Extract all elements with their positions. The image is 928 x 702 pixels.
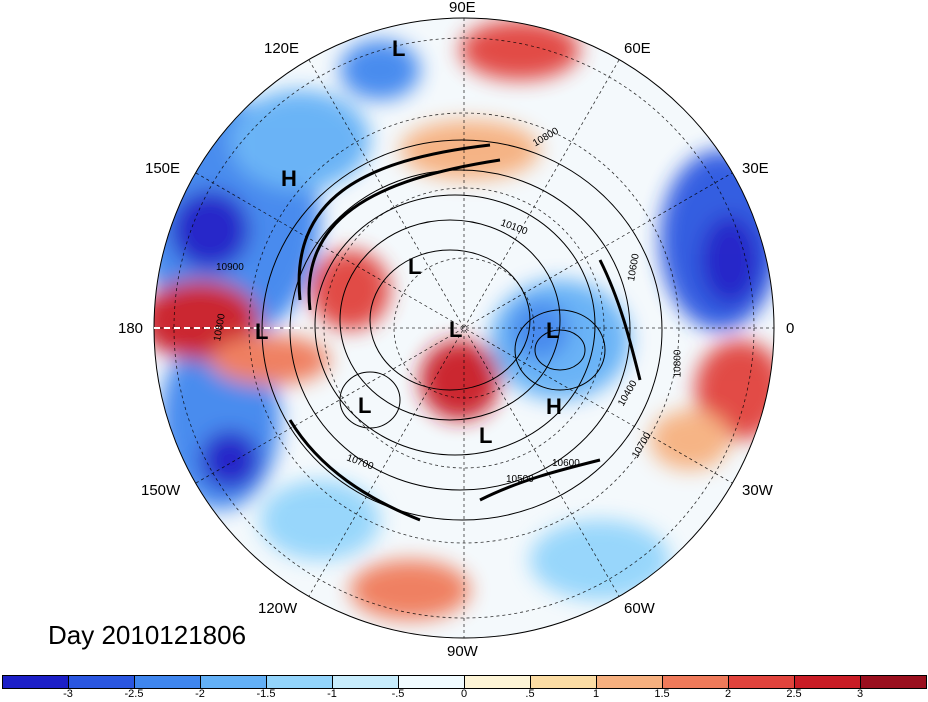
colorbar-tick-label: -.5 (391, 688, 405, 700)
lon-label-180: 180 (118, 320, 144, 337)
colorbar-tick-label: 1 (592, 688, 600, 700)
contour-label: 10900 (216, 262, 244, 273)
lon-label-120w: 120W (258, 600, 298, 617)
contour-label: 10500 (506, 474, 534, 485)
colorbar-tick-label: -2 (195, 688, 205, 700)
pressure-low-marker: L (358, 393, 372, 418)
colorbar-tick-label: -3 (63, 688, 73, 700)
lon-label-150e: 150E (145, 160, 181, 177)
colorbar-tick-label: 2.5 (786, 688, 802, 700)
colorbar-swatch (530, 675, 597, 689)
colorbar-tick-label: 2 (724, 688, 732, 700)
colorbar-swatch (596, 675, 663, 689)
lon-label-60w: 60W (624, 600, 655, 617)
lon-label-30w: 30W (742, 482, 773, 499)
colorbar-tick-label: -1 (327, 688, 337, 700)
colorbar-swatch (794, 675, 861, 689)
lon-label-120e: 120E (264, 40, 300, 57)
anomaly-field (154, 18, 774, 638)
pressure-low-marker: L (546, 318, 560, 343)
colorbar-swatch (266, 675, 333, 689)
pressure-low-marker: L (479, 423, 493, 448)
colorbar-swatch (2, 675, 69, 689)
pressure-low-marker: L (408, 254, 422, 279)
colorbar-tick-label: 1.5 (654, 688, 670, 700)
contour-label: 10600 (552, 458, 580, 469)
lon-label-0: 0 (786, 320, 795, 337)
lon-label-150w: 150W (141, 482, 181, 499)
pressure-high-marker: H (281, 166, 297, 191)
colorbar-swatch (134, 675, 201, 689)
pressure-low-marker: L (392, 36, 406, 61)
colorbar-tick-label: -2.5 (124, 688, 144, 700)
colorbar-swatch (860, 675, 927, 689)
colorbar-tick-label: 0 (460, 688, 468, 700)
colorbar-tick-label: -1.5 (256, 688, 276, 700)
contour-label: 10800 (672, 349, 684, 378)
map-title: Day 2010121806 (48, 620, 247, 650)
colorbar-tick-label: .5 (525, 688, 535, 700)
colorbar-swatch (464, 675, 531, 689)
pressure-high-marker: H (546, 394, 562, 419)
pressure-low-marker: L (449, 317, 463, 342)
lon-label-90w: 90W (447, 643, 478, 660)
colorbar-swatch (332, 675, 399, 689)
colorbar-swatch (662, 675, 729, 689)
colorbar-swatch (68, 675, 135, 689)
lon-label-60e: 60E (624, 40, 651, 57)
colorbar-tick-label: 3 (856, 688, 864, 700)
colorbar-swatch (398, 675, 465, 689)
lon-label-90e: 90E (449, 0, 476, 16)
lon-label-30e: 30E (742, 160, 769, 177)
colorbar-swatch (728, 675, 795, 689)
pressure-low-marker: L (255, 319, 269, 344)
colorbar-swatch (200, 675, 267, 689)
